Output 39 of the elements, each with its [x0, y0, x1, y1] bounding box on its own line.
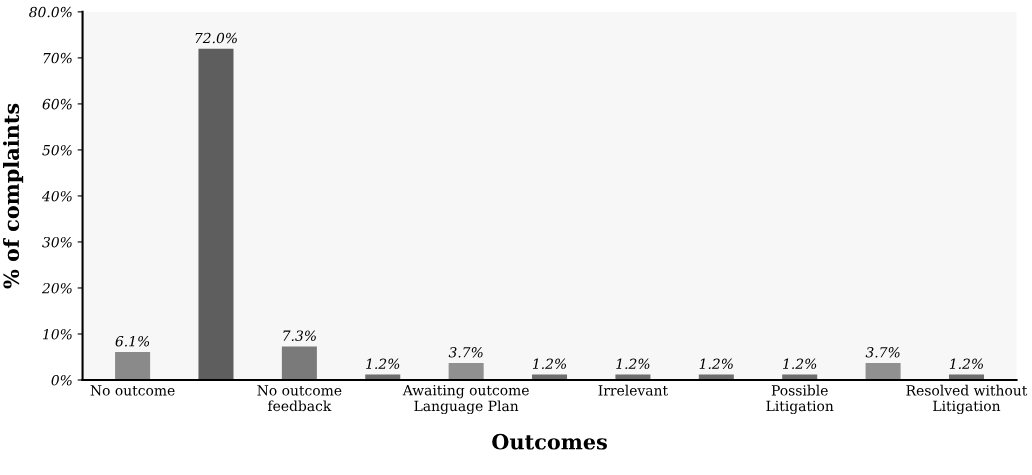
x-tick-label: Resolved without Litigation: [906, 384, 1028, 415]
data-label: 1.2%: [532, 358, 567, 370]
data-label: 1.2%: [699, 358, 733, 370]
x-axis-title: Outcomes: [492, 433, 607, 450]
bar: [532, 374, 568, 380]
y-tick-label: 0%: [51, 374, 72, 386]
bar: [615, 374, 651, 380]
bar: [782, 374, 818, 380]
data-label: 3.7%: [865, 347, 900, 358]
bar: [115, 351, 151, 380]
bar: [281, 346, 317, 380]
x-tick-label: Possible Litigation: [766, 384, 834, 415]
data-label: 6.1%: [115, 335, 150, 347]
data-label: 7.3%: [283, 330, 316, 341]
y-tick-label: 30%: [42, 236, 72, 248]
data-label: 1.2%: [366, 358, 400, 370]
bar: [198, 48, 234, 380]
x-tick-label: Irrelevant: [598, 384, 668, 396]
x-tick-label: Awaiting outcome Language Plan: [402, 385, 529, 415]
data-label: 1.2%: [949, 358, 983, 370]
bar: [865, 362, 901, 380]
bar: [448, 362, 484, 380]
y-tick-label: 40%: [41, 190, 72, 202]
x-tick-label: No outcome: [90, 385, 175, 396]
bar: [365, 374, 401, 380]
y-tick-label: 80.0%: [29, 6, 72, 18]
y-tick-label: 60%: [42, 98, 72, 110]
data-label: 1.2%: [783, 358, 817, 370]
y-axis-title: % of complaints: [3, 103, 24, 289]
y-tick-label: 50%: [42, 144, 72, 156]
bar: [698, 374, 734, 380]
data-label: 72.0%: [195, 32, 237, 44]
data-label: 3.7%: [448, 347, 483, 358]
y-tick-label: 20%: [41, 282, 72, 294]
y-tick-label: 70%: [43, 52, 72, 64]
bar: [948, 374, 984, 380]
x-tick-label: No outcome feedback: [257, 385, 342, 412]
data-label: 1.2%: [616, 358, 650, 370]
y-tick-label: 10%: [42, 328, 72, 340]
